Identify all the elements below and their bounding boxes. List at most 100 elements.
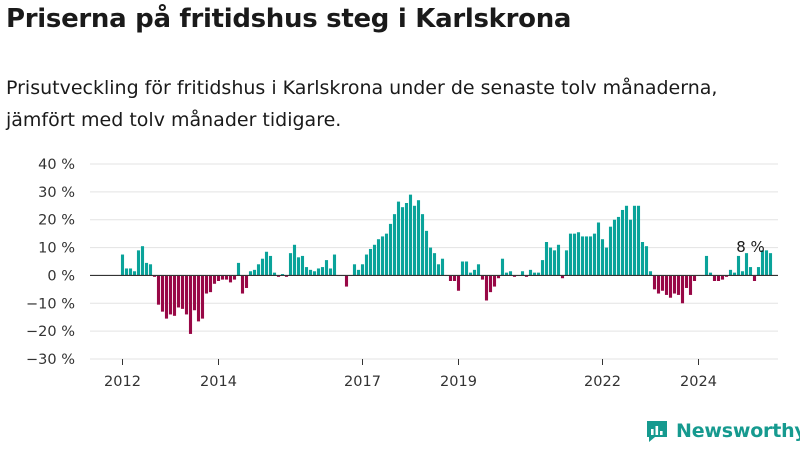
bar — [356, 269, 361, 276]
bar — [704, 255, 709, 276]
y-tick-label: 40 % — [38, 157, 75, 173]
bar — [252, 269, 257, 276]
bar — [240, 275, 245, 294]
bar — [276, 275, 281, 277]
bar — [536, 272, 541, 276]
y-tick-label: −20 % — [26, 324, 75, 340]
bar — [596, 222, 601, 276]
bar — [228, 275, 233, 283]
bar — [216, 275, 221, 281]
x-tick-label: 2012 — [104, 374, 141, 390]
bar — [256, 264, 261, 276]
bar — [432, 253, 437, 276]
bar — [576, 232, 581, 276]
bar — [524, 275, 529, 277]
bar — [420, 214, 425, 276]
bar — [560, 275, 565, 279]
y-tick-label: 10 % — [38, 241, 75, 257]
bar — [572, 233, 577, 276]
bar — [208, 275, 213, 293]
bar — [244, 275, 249, 288]
bar — [620, 209, 625, 276]
bar — [452, 275, 457, 281]
bar — [404, 203, 409, 276]
bar — [548, 247, 553, 276]
bar — [384, 233, 389, 276]
bar — [284, 275, 289, 277]
bar — [376, 239, 381, 276]
bar — [540, 260, 545, 276]
bar — [588, 236, 593, 276]
bar — [768, 253, 773, 276]
bar — [424, 230, 429, 276]
bar — [224, 275, 229, 280]
bar — [296, 257, 301, 276]
bar — [496, 275, 501, 279]
bar — [508, 271, 513, 276]
bar — [212, 275, 217, 284]
bar — [568, 233, 573, 276]
bar — [184, 275, 189, 315]
bar — [760, 250, 765, 276]
bar — [648, 271, 653, 276]
bar — [744, 253, 749, 276]
bar — [392, 214, 397, 276]
y-tick-label: −10 % — [26, 296, 75, 312]
bar — [660, 275, 665, 291]
x-tick-label: 2024 — [680, 374, 717, 390]
bar — [636, 205, 641, 276]
bar — [176, 275, 181, 308]
bar — [448, 275, 453, 281]
bar — [204, 275, 209, 294]
bar — [500, 258, 505, 276]
bar — [124, 268, 129, 276]
bar — [668, 275, 673, 298]
bar — [580, 236, 585, 276]
bar — [372, 244, 377, 276]
x-tick-label: 2019 — [440, 374, 477, 390]
bar — [408, 194, 413, 276]
bar — [312, 271, 317, 276]
bar — [484, 275, 489, 301]
bar — [748, 267, 753, 276]
bar — [552, 250, 557, 276]
bar — [472, 269, 477, 276]
bar — [752, 275, 757, 281]
bar — [120, 254, 125, 276]
bar — [144, 262, 149, 276]
bar — [676, 275, 681, 295]
bar — [512, 275, 517, 277]
bar — [708, 272, 713, 276]
bar — [412, 205, 417, 276]
bar — [740, 271, 745, 276]
bar — [656, 275, 661, 294]
y-tick-label: 20 % — [38, 213, 75, 229]
bar — [692, 275, 697, 281]
bar — [360, 264, 365, 276]
x-tick-label: 2022 — [584, 374, 621, 390]
x-tick-label: 2014 — [200, 374, 237, 390]
bar — [624, 205, 629, 276]
bar — [192, 275, 197, 311]
bar — [288, 253, 293, 276]
bar — [440, 258, 445, 276]
bar — [456, 275, 461, 291]
bar — [188, 275, 193, 334]
bar — [300, 255, 305, 276]
bar — [756, 267, 761, 276]
bar — [612, 219, 617, 276]
bar — [260, 258, 265, 276]
bar — [684, 275, 689, 288]
newsworthy-brand: Newsworthy — [644, 418, 800, 444]
bar — [132, 271, 137, 276]
bar — [172, 275, 177, 316]
bar — [368, 248, 373, 276]
bar — [680, 275, 685, 304]
bar — [136, 250, 141, 276]
bar — [148, 264, 153, 276]
bar — [688, 275, 693, 295]
bar — [528, 269, 533, 276]
x-tick-label: 2017 — [344, 374, 381, 390]
y-tick-label: 0 % — [47, 268, 75, 284]
